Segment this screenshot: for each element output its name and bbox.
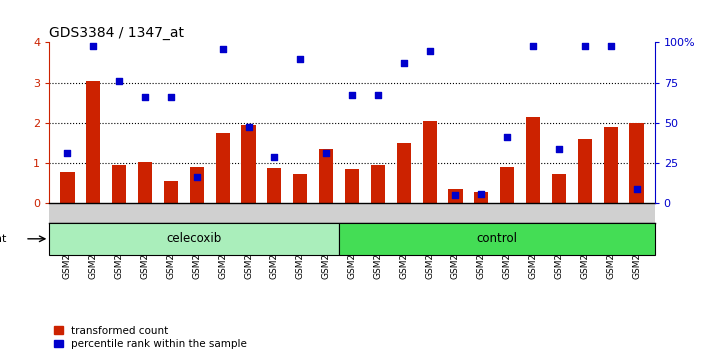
Bar [86,81,101,203]
Text: celecoxib: celecoxib [167,232,222,245]
Point [62,150,73,156]
Point [113,78,125,84]
Point [320,150,332,156]
Text: agent: agent [0,234,7,244]
Point [165,94,177,99]
Point [450,192,461,198]
Point [527,44,539,49]
Point [424,48,435,53]
Point [217,46,228,51]
Bar [578,139,592,203]
Text: control: control [477,232,517,245]
Bar [49,223,339,255]
Bar [603,127,618,203]
Bar [629,123,643,203]
Bar [319,149,333,203]
Point [139,94,151,99]
Bar [448,189,463,203]
Bar [61,172,75,203]
Bar [293,174,308,203]
Point [579,44,591,49]
Point [553,146,565,152]
Bar [241,125,256,203]
Bar [164,181,178,203]
Legend: transformed count, percentile rank within the sample: transformed count, percentile rank withi… [54,326,247,349]
Point [476,192,487,197]
Point [398,60,410,65]
Bar [215,133,230,203]
Bar [345,169,359,203]
Bar [422,121,436,203]
Bar [268,168,282,203]
Point [346,92,358,97]
Bar [189,167,204,203]
Point [191,174,202,180]
Bar [112,165,126,203]
Bar [371,165,385,203]
Point [631,186,642,192]
Bar [526,117,540,203]
Point [87,44,99,49]
Text: GDS3384 / 1347_at: GDS3384 / 1347_at [49,26,184,40]
Bar [552,174,566,203]
Bar [500,167,515,203]
Point [269,154,280,160]
Bar [474,192,489,203]
Bar [138,162,152,203]
Point [502,134,513,140]
Bar [339,223,655,255]
Bar [396,143,411,203]
Point [372,92,384,97]
Point [605,44,617,49]
Point [294,56,306,61]
Point [243,124,254,130]
